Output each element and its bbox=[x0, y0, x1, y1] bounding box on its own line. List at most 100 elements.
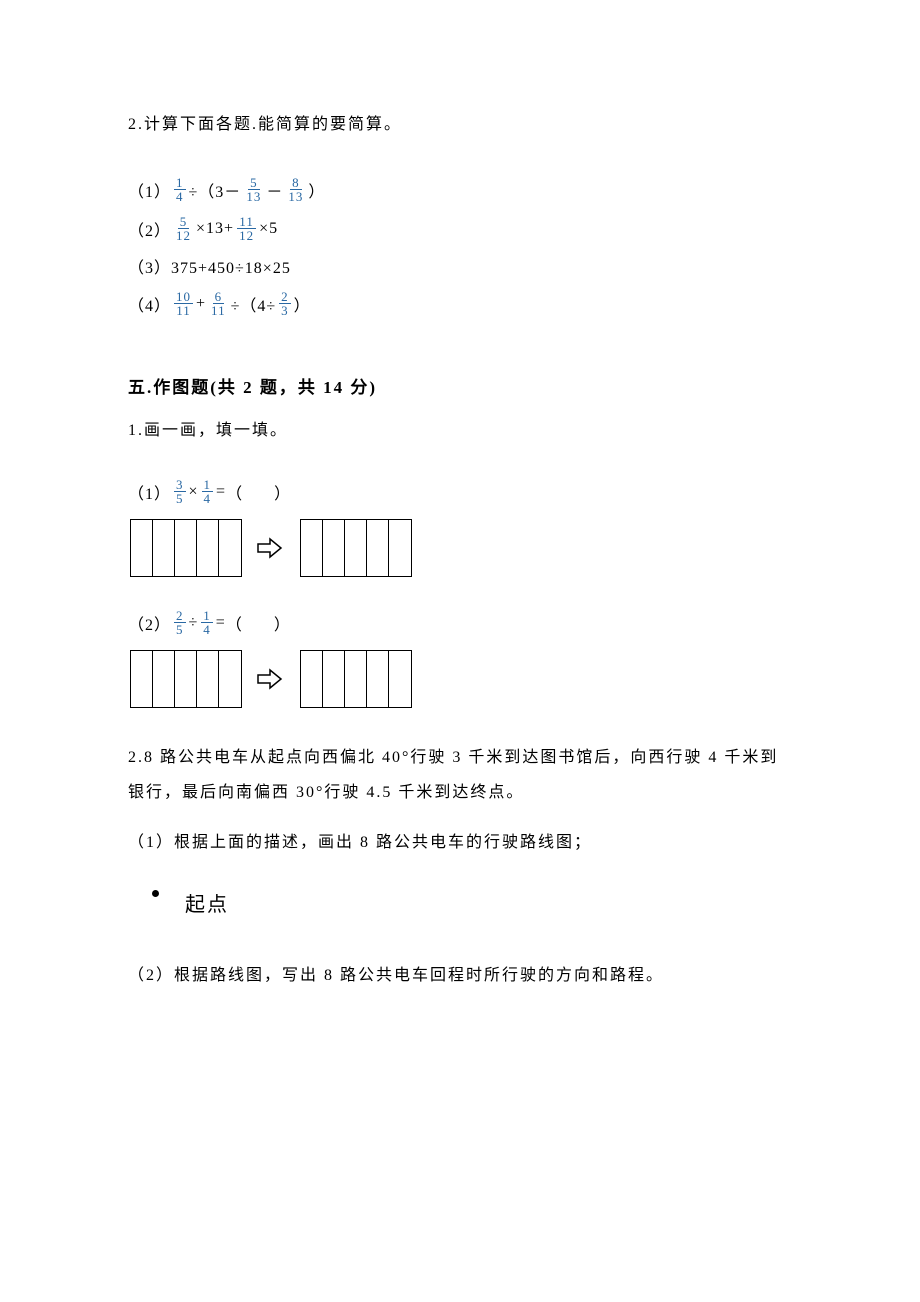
arrow-right-icon bbox=[256, 667, 284, 691]
fraction-denominator: 4 bbox=[202, 492, 214, 505]
grid-cell bbox=[301, 651, 323, 707]
sub1-op: × bbox=[189, 483, 199, 501]
grid-cell bbox=[367, 520, 389, 576]
fraction: 5 12 bbox=[174, 215, 193, 242]
subquestion-1: （1） 3 5 × 1 4 = （ ） bbox=[128, 478, 792, 505]
fraction-denominator: 5 bbox=[174, 623, 186, 636]
fraction-denominator: 12 bbox=[174, 229, 193, 242]
calc-item-3-text: （3）375+450÷18×25 bbox=[128, 254, 291, 278]
fraction-numerator: 5 bbox=[248, 176, 260, 190]
grid-left bbox=[130, 519, 242, 577]
q1-draw-intro: 1.画一画，填一填。 bbox=[128, 416, 792, 440]
fraction: 1 4 bbox=[202, 478, 214, 505]
sub1-blank: （ ） bbox=[226, 480, 290, 504]
sub2-blank: （ ） bbox=[226, 611, 290, 635]
fraction-denominator: 11 bbox=[174, 304, 193, 317]
grid-row-2 bbox=[130, 650, 792, 708]
grid-cell bbox=[323, 651, 345, 707]
q2-sub2: （2）根据路线图，写出 8 路公共电车回程时所行驶的方向和路程。 bbox=[128, 961, 792, 985]
sub2-label: （2） bbox=[128, 611, 171, 635]
sub2-eq: = bbox=[216, 614, 226, 632]
fraction: 2 5 bbox=[174, 609, 186, 636]
calc-section-intro: 2.计算下面各题.能简算的要简算。 bbox=[128, 110, 792, 134]
calc-text: ×13+ bbox=[196, 220, 234, 238]
calc-item-4: （4） 10 11 + 6 11 ÷（4÷ 2 3 ） bbox=[128, 290, 792, 317]
fraction-numerator: 6 bbox=[213, 290, 225, 304]
grid-row-1 bbox=[130, 519, 792, 577]
grid-left bbox=[130, 650, 242, 708]
grid-cell bbox=[197, 520, 219, 576]
grid-cell bbox=[131, 651, 153, 707]
grid-cell bbox=[131, 520, 153, 576]
calc-text: ÷（4÷ bbox=[231, 292, 277, 316]
q2-route-description: 2.8 路公共电车从起点向西偏北 40°行驶 3 千米到达图书馆后，向西行驶 4… bbox=[128, 740, 792, 810]
grid-cell bbox=[175, 651, 197, 707]
calc-text: － bbox=[266, 178, 283, 202]
grid-cell bbox=[389, 651, 411, 707]
fraction-numerator: 2 bbox=[174, 609, 186, 623]
grid-cell bbox=[345, 520, 367, 576]
calc-text: ） bbox=[294, 292, 311, 316]
start-point-marker: 起点 bbox=[152, 888, 792, 917]
fraction-numerator: 8 bbox=[290, 176, 302, 190]
fraction-numerator: 3 bbox=[174, 478, 186, 492]
fraction-numerator: 10 bbox=[174, 290, 193, 304]
fraction-denominator: 4 bbox=[201, 623, 213, 636]
grid-cell bbox=[323, 520, 345, 576]
section-5-heading: 五.作图题(共 2 题，共 14 分) bbox=[128, 373, 792, 398]
calc-text: ） bbox=[308, 178, 325, 202]
grid-cell bbox=[219, 520, 241, 576]
sub1-label: （1） bbox=[128, 480, 171, 504]
grid-right bbox=[300, 519, 412, 577]
fraction-numerator: 1 bbox=[201, 609, 213, 623]
fraction: 2 3 bbox=[279, 290, 291, 317]
fraction: 10 11 bbox=[174, 290, 193, 317]
calc-text: ×5 bbox=[259, 220, 278, 238]
fraction-denominator: 3 bbox=[279, 304, 291, 317]
fraction: 5 13 bbox=[244, 176, 263, 203]
grid-cell bbox=[345, 651, 367, 707]
fraction: 1 4 bbox=[201, 609, 213, 636]
subquestion-2: （2） 2 5 ÷ 1 4 = （ ） bbox=[128, 609, 792, 636]
calc-item-4-label: （4） bbox=[128, 292, 171, 316]
fraction-numerator: 1 bbox=[202, 478, 214, 492]
fraction-numerator: 1 bbox=[174, 176, 186, 190]
q2-sub1: （1）根据上面的描述，画出 8 路公共电车的行驶路线图； bbox=[128, 828, 792, 852]
fraction-numerator: 5 bbox=[178, 215, 190, 229]
fraction-denominator: 12 bbox=[237, 229, 256, 242]
calc-item-1-label: （1） bbox=[128, 178, 171, 202]
fraction-denominator: 13 bbox=[286, 190, 305, 203]
grid-cell bbox=[175, 520, 197, 576]
grid-cell bbox=[197, 651, 219, 707]
grid-cell bbox=[219, 651, 241, 707]
fraction: 11 12 bbox=[237, 215, 256, 242]
sub2-op: ÷ bbox=[189, 614, 199, 632]
calc-text: ÷（3－ bbox=[189, 178, 242, 202]
start-point-label: 起点 bbox=[185, 888, 229, 917]
fraction-denominator: 13 bbox=[244, 190, 263, 203]
sub1-eq: = bbox=[216, 483, 226, 501]
calc-item-2-label: （2） bbox=[128, 217, 171, 241]
grid-cell bbox=[389, 520, 411, 576]
fraction-numerator: 2 bbox=[279, 290, 291, 304]
grid-cell bbox=[153, 651, 175, 707]
fraction: 3 5 bbox=[174, 478, 186, 505]
arrow-right-icon bbox=[256, 536, 284, 560]
fraction: 6 11 bbox=[209, 290, 228, 317]
fraction: 8 13 bbox=[286, 176, 305, 203]
calc-item-2: （2） 5 12 ×13+ 11 12 ×5 bbox=[128, 215, 792, 242]
calc-item-3: （3）375+450÷18×25 bbox=[128, 254, 792, 278]
calc-list: （1） 1 4 ÷（3－ 5 13 － 8 13 ） （2） 5 12 ×13+… bbox=[128, 176, 792, 317]
fraction-denominator: 5 bbox=[174, 492, 186, 505]
fraction-numerator: 11 bbox=[237, 215, 256, 229]
fraction-denominator: 11 bbox=[209, 304, 228, 317]
grid-cell bbox=[367, 651, 389, 707]
grid-right bbox=[300, 650, 412, 708]
dot-icon bbox=[152, 890, 159, 897]
calc-item-1: （1） 1 4 ÷（3－ 5 13 － 8 13 ） bbox=[128, 176, 792, 203]
calc-text: + bbox=[196, 295, 206, 313]
fraction: 1 4 bbox=[174, 176, 186, 203]
grid-cell bbox=[301, 520, 323, 576]
grid-cell bbox=[153, 520, 175, 576]
fraction-denominator: 4 bbox=[174, 190, 186, 203]
